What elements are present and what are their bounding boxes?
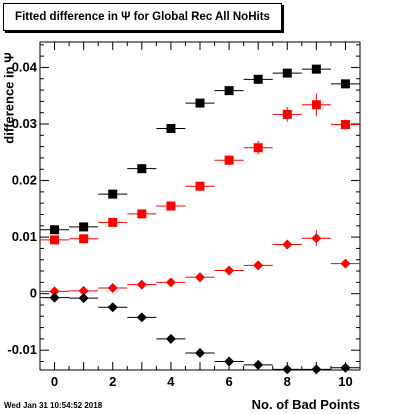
data-point-diamond (224, 356, 235, 367)
data-point-square (253, 143, 263, 153)
data-point-diamond (195, 272, 205, 283)
data-point-diamond (340, 362, 351, 373)
data-point-diamond (340, 258, 351, 269)
data-point-square (50, 225, 60, 235)
data-point-diamond (136, 312, 147, 323)
data-point-diamond (136, 279, 147, 290)
data-point-diamond (253, 260, 264, 271)
data-point-diamond (195, 348, 205, 359)
y-tick-label: 0 (30, 286, 37, 301)
plot-frame (39, 41, 361, 371)
data-point-diamond (107, 302, 118, 313)
data-point-diamond (311, 364, 322, 375)
chart-title: Fitted difference in Ψ for Global Rec Al… (3, 3, 282, 31)
data-point-square (282, 109, 292, 119)
data-point-square (224, 86, 234, 96)
data-point-square (79, 222, 89, 232)
y-tick-label: 0.01 (12, 229, 37, 244)
data-point-square (340, 120, 350, 130)
data-point-square (311, 64, 321, 74)
y-axis-label: difference in Ψ (1, 52, 17, 144)
data-point-square (224, 155, 234, 165)
data-point-diamond (78, 285, 89, 296)
data-point-square (282, 68, 292, 78)
y-tick-label: 0.04 (12, 59, 38, 74)
data-point-diamond (311, 233, 322, 244)
timestamp: Wed Jan 31 10:54:52 2018 (4, 401, 103, 410)
data-point-diamond (49, 286, 60, 297)
y-tick-label: 0.02 (12, 173, 37, 188)
data-point-diamond (107, 283, 118, 293)
data-point-square (195, 181, 205, 191)
x-tick-label: 2 (109, 374, 116, 389)
x-tick-label: 10 (338, 374, 352, 389)
data-point-diamond (165, 333, 176, 344)
x-tick-label: 6 (225, 374, 232, 389)
data-point-square (166, 201, 176, 211)
data-point-diamond (282, 239, 293, 250)
data-point-diamond (165, 277, 176, 288)
data-point-square (108, 189, 118, 199)
data-point-square (50, 235, 60, 245)
data-point-diamond (49, 292, 60, 303)
data-marks (40, 64, 360, 375)
data-point-square (108, 217, 118, 227)
y-tick-label: -0.01 (7, 342, 37, 357)
data-point-square (311, 100, 321, 110)
data-point-diamond (78, 293, 89, 304)
data-point-diamond (282, 364, 293, 375)
data-point-square (137, 164, 147, 174)
data-point-square (340, 79, 350, 89)
data-point-square (79, 234, 89, 244)
x-tick-label: 4 (167, 374, 175, 389)
x-axis-label: No. of Bad Points (251, 397, 360, 412)
data-point-diamond (253, 359, 264, 370)
data-point-square (195, 98, 205, 108)
data-point-square (166, 124, 176, 134)
data-point-square (253, 74, 263, 84)
y-tick-label: 0.03 (12, 116, 37, 131)
x-tick-label: 0 (51, 374, 58, 389)
axis-ticks: 0 2 4 6 8 10 -0.01 0 0.01 0.02 0.03 0.04 (7, 42, 361, 389)
data-point-diamond (224, 265, 235, 276)
x-tick-label: 8 (284, 374, 291, 389)
data-point-square (137, 209, 147, 219)
